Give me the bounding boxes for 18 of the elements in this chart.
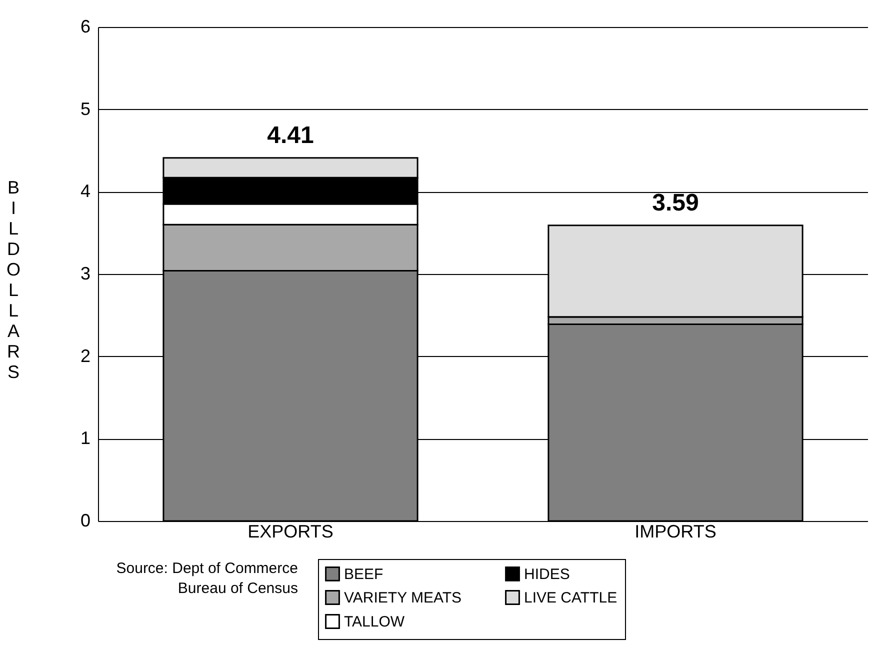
total-label: 3.59	[652, 189, 699, 216]
y-tick-label: 5	[80, 98, 90, 119]
legend-label: BEEF	[344, 566, 384, 583]
x-tick-label: IMPORTS	[634, 522, 716, 542]
y-tick-label: 0	[80, 510, 90, 530]
legend-label: LIVE CATTLE	[524, 590, 618, 606]
legend-label: HIDES	[524, 566, 570, 583]
text: BIL DOLLARS	[6, 178, 21, 382]
legend-label: VARIETY MEATS	[344, 590, 462, 606]
y-tick-label: 4	[80, 181, 90, 202]
y-tick-label: 1	[80, 428, 90, 448]
y-tick-label: 3	[80, 264, 90, 284]
source-note: Source: Dept of Commerce Bureau of Census	[116, 560, 298, 597]
total-label: 4.41	[267, 122, 314, 149]
legend-label: TALLOW	[344, 614, 406, 630]
y-tick-label: 6	[80, 16, 90, 36]
x-tick-label: EXPORTS	[248, 522, 334, 542]
y-tick-label: 2	[80, 346, 90, 366]
